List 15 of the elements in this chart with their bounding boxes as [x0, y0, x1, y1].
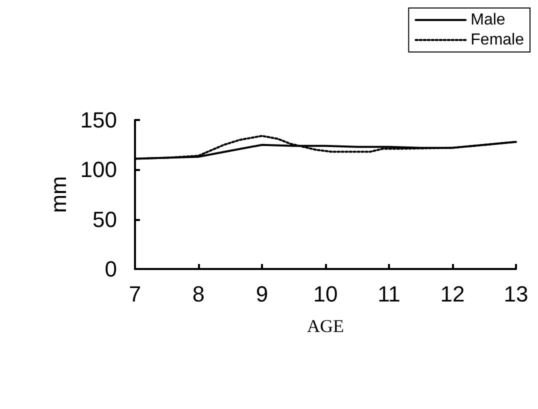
x-tick-label: 9: [256, 282, 268, 306]
x-tick-label: 10: [313, 282, 338, 306]
legend-label: Female: [470, 32, 524, 48]
x-tick-label: 8: [192, 282, 205, 306]
x-tick-label: 12: [440, 282, 465, 306]
x-tick-label: 7: [128, 282, 142, 306]
y-axis-title: mm: [46, 176, 71, 213]
x-tick-label: 13: [504, 282, 528, 306]
x-axis-title: AGE: [307, 316, 344, 336]
legend-label: Male: [470, 12, 506, 28]
y-tick-label: 150: [80, 108, 117, 132]
y-tick-label: 0: [104, 256, 117, 282]
y-tick-label: 100: [80, 157, 117, 182]
x-tick-label: 11: [378, 282, 400, 306]
y-tick-label: 50: [92, 206, 117, 232]
